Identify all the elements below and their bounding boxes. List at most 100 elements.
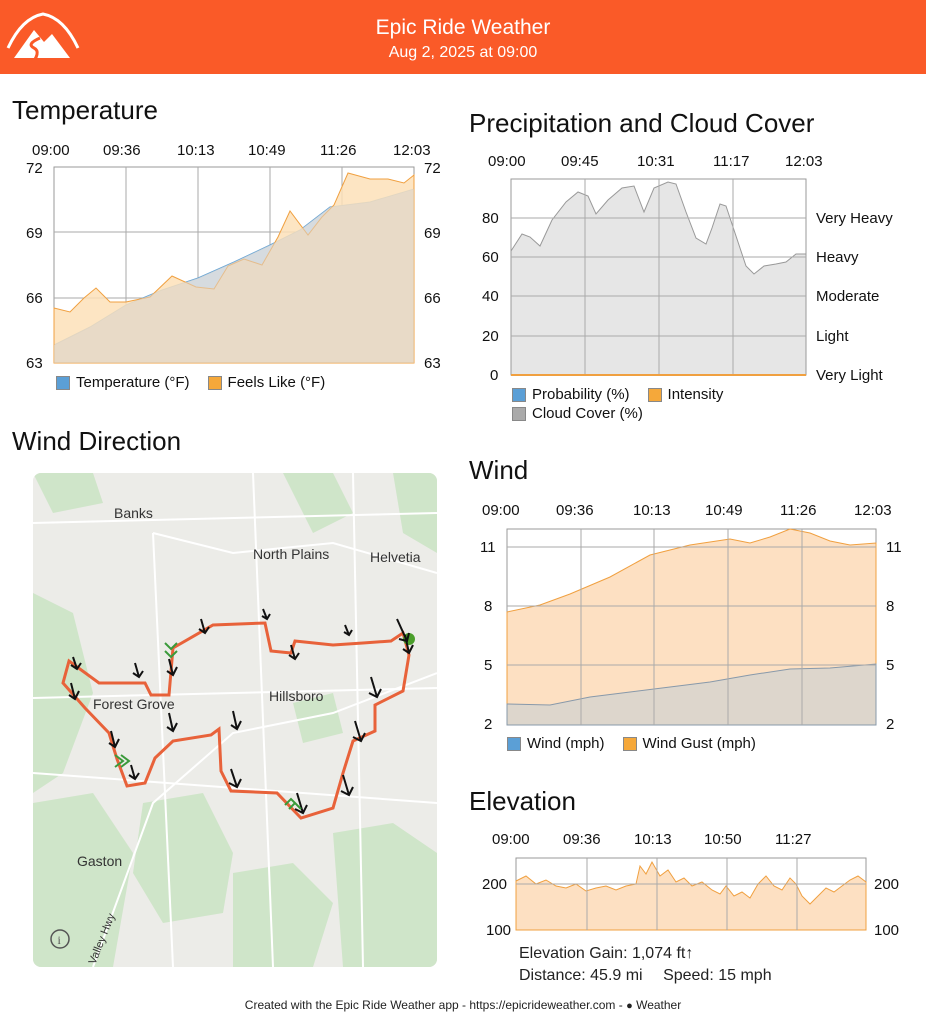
wind-title: Wind [469,455,529,485]
place-gaston: Gaston [77,853,122,869]
apple-icon: ● [626,1000,633,1012]
elevation-info: Elevation Gain: 1,074 ft↑ Distance: 45.9… [519,943,772,987]
svg-text:8: 8 [886,598,894,615]
wind-arrows [68,608,414,815]
temp-time-3: 10:49 [248,142,286,159]
temperature-chart: 09:00 09:36 10:13 10:49 11:26 12:03 72 6… [26,142,441,370]
temp-y-right: 72 69 66 63 [424,160,441,370]
wind-time-2: 10:13 [633,502,671,519]
place-banks: Banks [114,505,153,521]
gust-legend-label: Wind Gust (mph) [642,735,756,752]
wind-legend-label: Wind (mph) [527,735,605,752]
level-light: Light [816,328,849,345]
precip-time-3: 11:17 [713,153,749,170]
svg-text:11: 11 [886,539,902,556]
temp-time-5: 12:03 [393,142,431,159]
ride-datetime: Aug 2, 2025 at 09:00 [388,44,538,61]
temperature-time-labels: 09:00 09:36 10:13 10:49 11:26 12:03 [32,142,431,159]
svg-text:200: 200 [874,876,899,893]
prob-swatch [512,387,526,402]
distance-speed-row: Distance: 45.9 mi Speed: 15 mph [519,965,772,987]
elev-time-2: 10:13 [634,831,672,848]
map-canvas: Banks North Plains Helvetia Forest Grove… [33,473,437,967]
wind-direction-title: Wind Direction [12,426,182,456]
svg-text:69: 69 [26,225,43,242]
svg-text:100: 100 [486,922,511,939]
temperature-title: Temperature [12,95,158,125]
wind-time-1: 09:36 [556,502,594,519]
wind-time-4: 11:26 [780,502,816,519]
svg-text:60: 60 [482,249,499,266]
svg-text:5: 5 [886,657,894,674]
feels-legend-label: Feels Like (°F) [227,374,326,391]
cloud-legend-label: Cloud Cover (%) [532,405,643,422]
intensity-legend-label: Intensity [667,386,724,403]
svg-text:2: 2 [484,716,492,732]
intensity-swatch [647,387,662,402]
precip-title: Precipitation and Cloud Cover [469,108,815,138]
temp-legend-label: Temperature (°F) [76,374,190,391]
wind-area [506,663,877,726]
temp-swatch [56,375,70,390]
place-helvetia: Helvetia [370,549,421,565]
wind-legend: Wind (mph) Wind Gust (mph) [507,735,756,752]
svg-text:69: 69 [424,225,441,242]
temperature-legend: Temperature (°F) Feels Like (°F) [56,374,325,391]
svg-text:72: 72 [424,160,441,177]
prob-legend-label: Probability (%) [532,386,630,403]
elev-time-1: 09:36 [563,831,601,848]
wind-time-0: 09:00 [482,502,520,519]
svg-text:11: 11 [480,539,496,556]
elev-time-0: 09:00 [492,831,530,848]
map-info-icon[interactable]: i [50,929,70,949]
wind-swatch [507,736,521,751]
level-heavy: Heavy [816,249,859,266]
ride-distance: Distance: 45.9 mi [519,967,643,984]
temp-time-1: 09:36 [103,142,141,159]
svg-text:80: 80 [482,210,499,227]
temp-time-4: 11:26 [320,142,356,159]
logo-mountain-icon [6,12,80,67]
svg-text:100: 100 [874,922,899,939]
wind-direction-map[interactable]: Banks North Plains Helvetia Forest Grove… [33,473,437,967]
route-line [61,621,411,820]
svg-text:63: 63 [424,355,441,370]
svg-text:20: 20 [482,328,499,345]
wind-time-3: 10:49 [705,502,743,519]
place-forest-grove: Forest Grove [93,696,175,712]
elevation-title: Elevation [469,786,576,816]
elevation-gain: Elevation Gain: 1,074 ft↑ [519,945,694,962]
app-title: Epic Ride Weather [375,16,551,39]
precip-legend-row2: Cloud Cover (%) [512,405,643,422]
svg-text:i: i [58,933,62,947]
app-header: Epic Ride Weather Aug 2, 2025 at 09:00 [0,0,926,74]
footer-weather: Weather [632,998,682,1012]
precip-time-4: 12:03 [785,153,823,170]
footer: Created with the Epic Ride Weather app -… [0,998,926,1012]
elevation-chart: 09:00 09:36 10:13 10:50 11:27 200 100 20… [482,831,899,939]
svg-text:8: 8 [484,598,492,615]
svg-text:40: 40 [482,288,499,305]
route-direction-chevrons [114,642,302,810]
svg-text:72: 72 [26,160,43,177]
footer-text: Created with the Epic Ride Weather app -… [244,998,627,1012]
temp-y-left: 72 69 66 63 [26,160,43,370]
temp-time-2: 10:13 [177,142,215,159]
level-very-light: Very Light [816,367,884,383]
svg-text:0: 0 [490,367,498,383]
svg-text:66: 66 [26,290,43,307]
place-north-plains: North Plains [253,546,329,562]
wind-chart: 09:00 09:36 10:13 10:49 11:26 12:03 11 8… [480,502,902,732]
svg-text:63: 63 [26,355,43,370]
cloud-swatch [512,406,526,421]
precip-legend-row1: Probability (%) Intensity [512,386,723,403]
gust-swatch [622,736,637,751]
precip-time-0: 09:00 [488,153,526,170]
elevation-area [515,860,867,931]
svg-text:5: 5 [484,657,492,674]
wind-time-5: 12:03 [854,502,892,519]
svg-text:200: 200 [482,876,507,893]
map-roads [33,473,437,967]
precip-chart: 09:00 09:45 10:31 11:17 12:03 80 60 40 2… [482,153,893,383]
precip-time-2: 10:31 [637,153,675,170]
